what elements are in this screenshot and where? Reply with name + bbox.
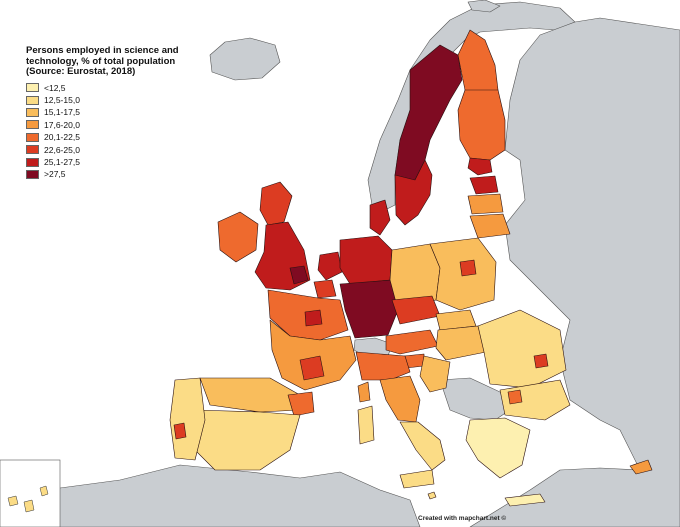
legend-item: 22,6-25,0 xyxy=(26,143,216,155)
legend-item: 12,5-15,0 xyxy=(26,94,216,106)
region-sweden-south xyxy=(394,159,433,226)
region-latvia xyxy=(467,193,504,215)
legend-item: 15,1-17,5 xyxy=(26,106,216,118)
region-estonia xyxy=(469,175,499,195)
legend-item: >27,5 xyxy=(26,168,216,180)
region-france-toulouse xyxy=(299,355,325,381)
legend-label: 15,1-17,5 xyxy=(44,107,80,118)
canary-islands-inset xyxy=(0,459,61,527)
region-italy-centre xyxy=(379,375,421,423)
region-hungary xyxy=(435,325,487,361)
balkan-nonEU-land xyxy=(439,377,511,421)
region-bulgaria-sofia xyxy=(507,389,523,405)
region-belgium xyxy=(313,279,337,299)
legend-title-line: (Source: Eurostat, 2018) xyxy=(26,66,136,77)
region-ireland xyxy=(217,211,259,263)
legend-swatch xyxy=(26,83,39,93)
region-italy-north xyxy=(355,351,411,381)
region-portugal-lisbon xyxy=(173,422,187,440)
region-spain-south xyxy=(194,409,301,471)
svalbard-land xyxy=(467,0,501,13)
region-bulgaria xyxy=(499,379,571,421)
region-spain-north xyxy=(199,377,301,413)
legend-label: 20,1-22,5 xyxy=(44,132,80,143)
iceland-land xyxy=(209,37,281,81)
region-denmark xyxy=(369,199,391,236)
legend-item: 25,1-27,5 xyxy=(26,156,216,168)
eu-regions xyxy=(169,29,653,507)
legend-swatch xyxy=(26,132,39,142)
region-corsica xyxy=(357,381,371,403)
legend-label: 12,5-15,0 xyxy=(44,95,80,106)
region-spain-catalonia xyxy=(287,391,315,417)
region-netherlands xyxy=(317,251,343,281)
map-legend: Persons employed in science and technolo… xyxy=(26,45,216,181)
region-romania-bucharest xyxy=(533,353,549,369)
region-cyprus xyxy=(629,459,653,475)
legend-label: 17,6-20,0 xyxy=(44,119,80,130)
legend-swatch xyxy=(26,95,39,105)
legend-swatch xyxy=(26,169,39,179)
region-lithuania xyxy=(469,213,511,239)
region-canary-2 xyxy=(23,499,35,513)
region-germany-north xyxy=(339,235,393,285)
inset-frame xyxy=(0,459,61,527)
region-finland-helsinki xyxy=(467,157,493,176)
region-sardinia xyxy=(357,405,375,445)
legend-swatch xyxy=(26,157,39,167)
region-greece xyxy=(465,417,531,479)
region-portugal xyxy=(169,377,206,461)
region-uk-london xyxy=(289,265,309,285)
legend-label: >27,5 xyxy=(44,169,66,180)
region-france-south xyxy=(269,319,357,391)
legend-swatch xyxy=(26,145,39,155)
legend-label: 22,6-25,0 xyxy=(44,144,80,155)
north-africa-land xyxy=(0,464,421,527)
region-italy-south xyxy=(399,421,446,471)
legend-label: <12,5 xyxy=(44,82,66,93)
region-croatia xyxy=(419,355,451,393)
legend-item: <12,5 xyxy=(26,82,216,94)
region-france-paris xyxy=(304,309,323,327)
region-finland-south xyxy=(457,89,506,161)
region-canary-1 xyxy=(7,495,19,507)
legend-item: 17,6-20,0 xyxy=(26,119,216,131)
region-poland-warsaw xyxy=(459,259,477,277)
legend-item: 20,1-22,5 xyxy=(26,131,216,143)
legend-title-line: Persons employed in science and xyxy=(26,45,179,56)
credit-text: Created with mapchart.net © xyxy=(418,515,507,522)
region-austria xyxy=(385,329,439,355)
legend-title: Persons employed in science and technolo… xyxy=(26,45,216,78)
legend-swatch xyxy=(26,107,39,117)
legend-swatch xyxy=(26,120,39,130)
region-sicily xyxy=(399,469,435,489)
region-czechia xyxy=(391,295,441,325)
legend-label: 25,1-27,5 xyxy=(44,157,80,168)
region-uk-scotland xyxy=(259,181,293,226)
region-romania xyxy=(477,309,567,389)
region-crete xyxy=(504,493,546,507)
legend-title-line: technology, % of total population xyxy=(26,55,176,67)
region-malta xyxy=(427,491,437,500)
region-canary-3 xyxy=(39,485,49,497)
region-germany-south xyxy=(339,279,399,339)
